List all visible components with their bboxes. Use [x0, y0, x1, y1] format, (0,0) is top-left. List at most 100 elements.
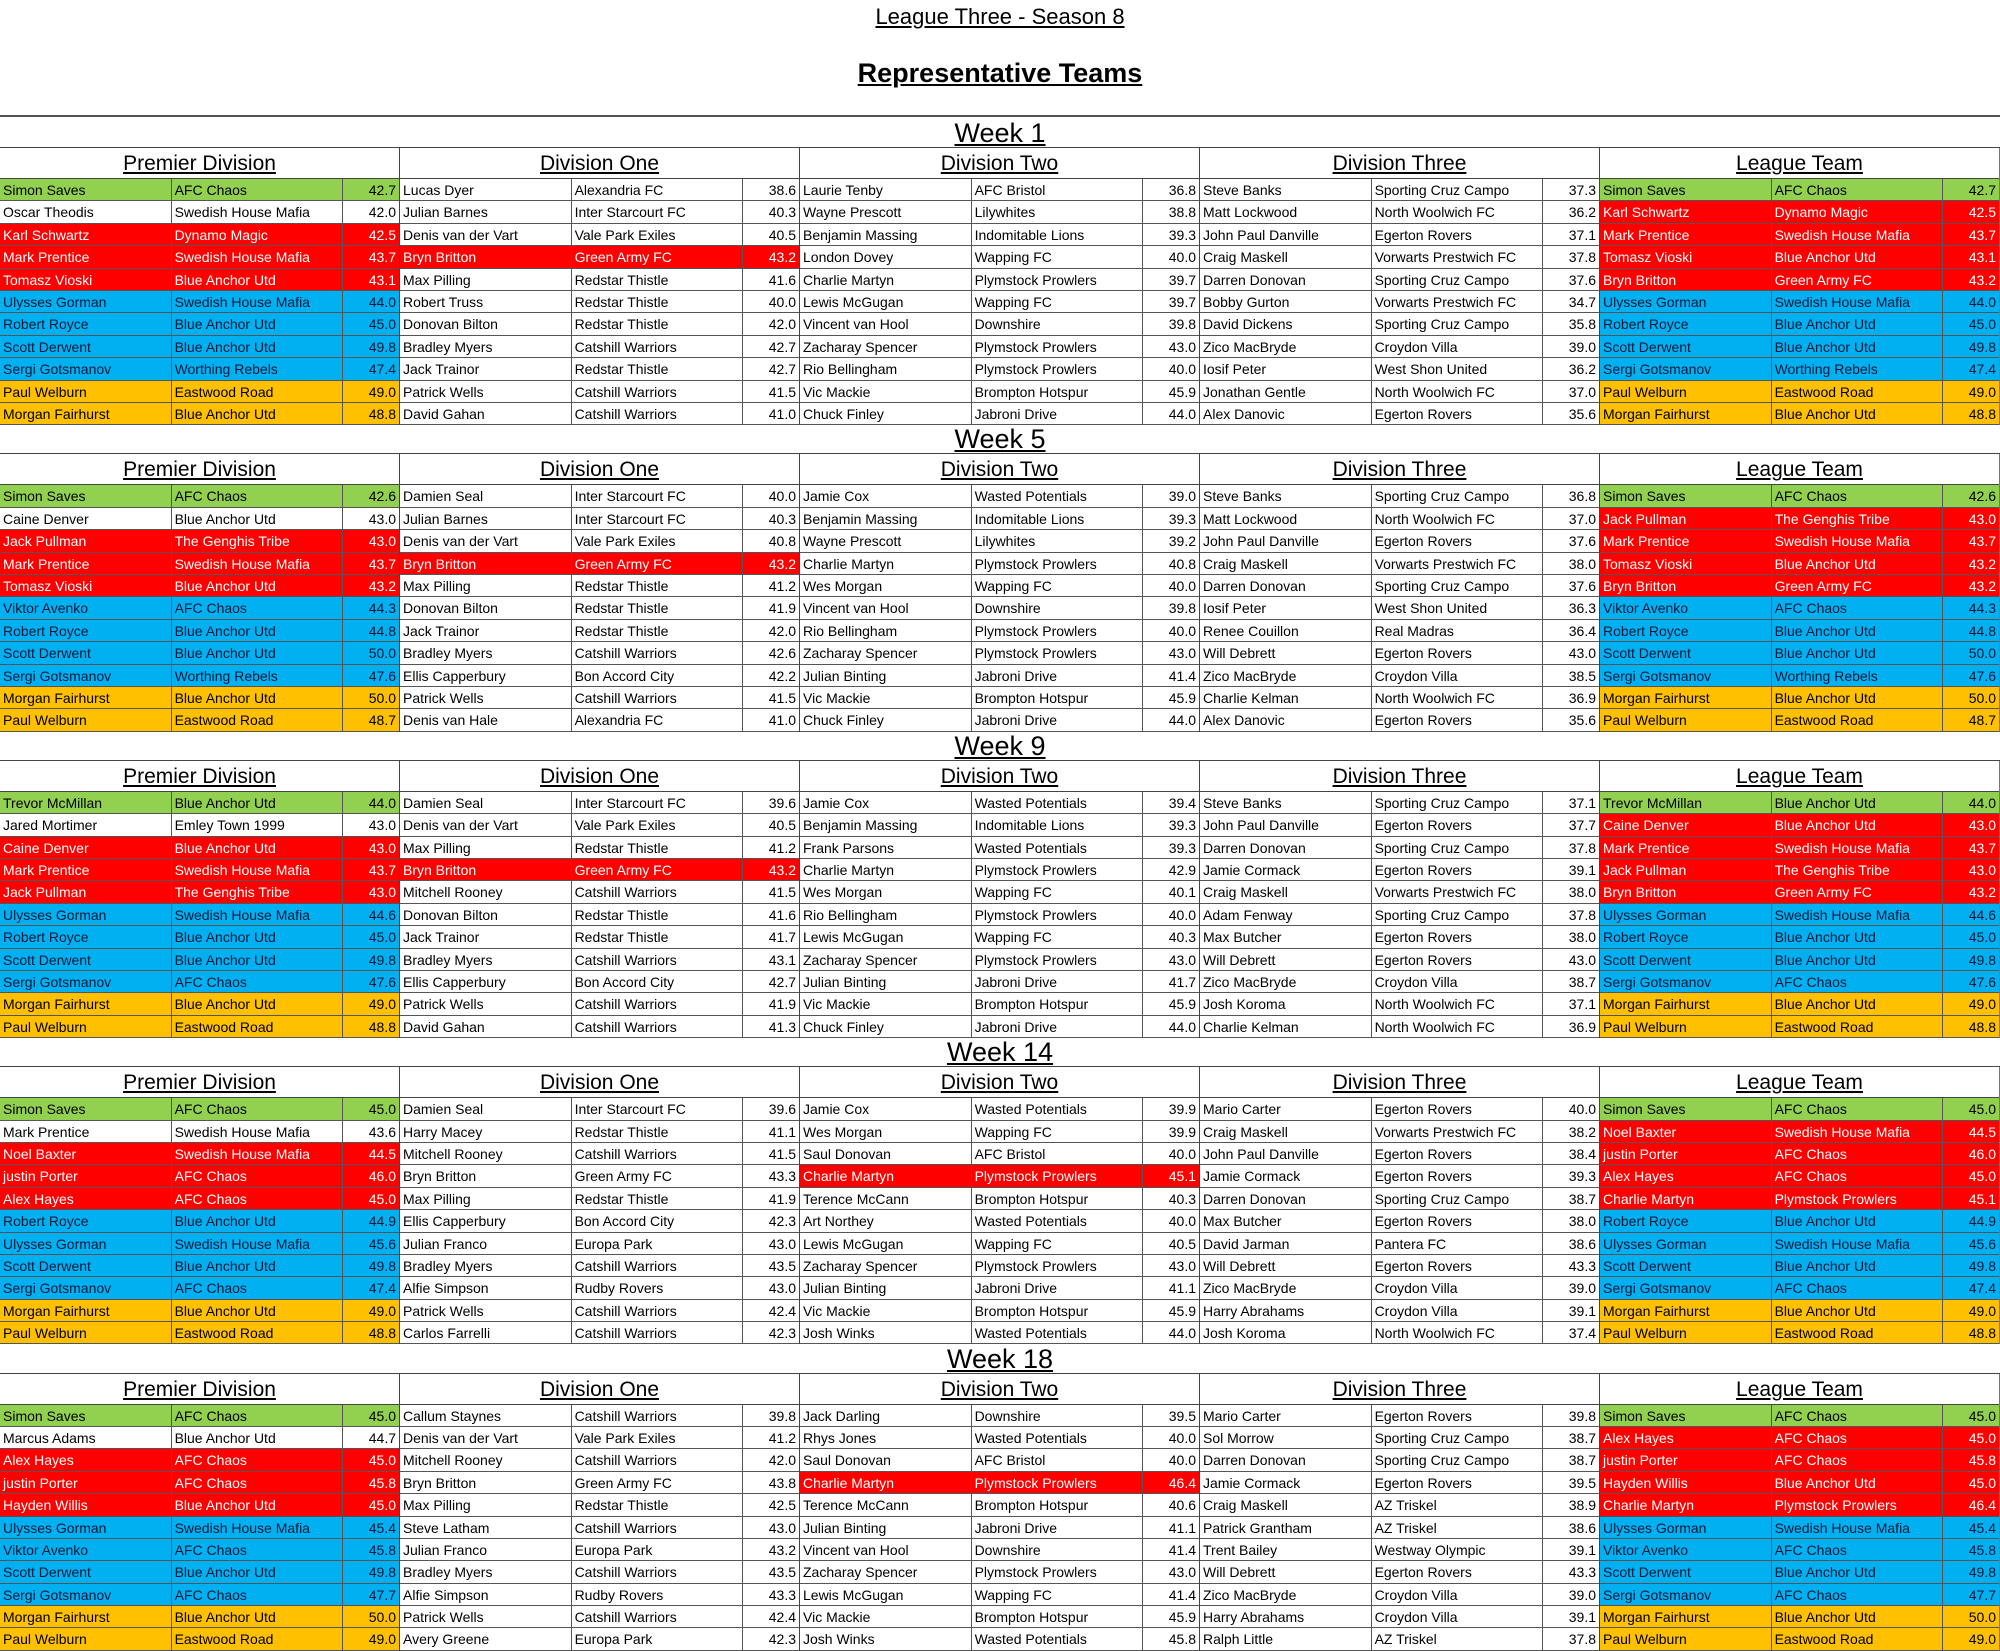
score-cell[interactable]: 43.7: [1968, 533, 1996, 550]
score-cell[interactable]: 39.5: [1168, 1407, 1196, 1424]
team-name-cell[interactable]: Swedish House Mafia: [172, 1516, 344, 1538]
player-name-cell[interactable]: Jack Trainor: [400, 926, 572, 948]
score-cell[interactable]: 43.2: [768, 1541, 796, 1558]
score-cell[interactable]: 48.8: [1968, 1325, 1996, 1342]
team-name-cell[interactable]: Bon Accord City: [572, 1210, 744, 1232]
team-name-cell[interactable]: Catshill Warriors: [572, 642, 744, 664]
team-name-cell[interactable]: Blue Anchor Utd: [172, 574, 344, 597]
score-cell[interactable]: 41.2: [768, 839, 796, 856]
team-name-cell[interactable]: Green Army FC: [572, 1165, 744, 1187]
team-name-cell[interactable]: Blue Anchor Utd: [1772, 814, 1944, 836]
team-name-cell[interactable]: Egerton Rovers: [1372, 1561, 1544, 1583]
team-name-cell[interactable]: Brompton Hotspur: [972, 686, 1144, 709]
player-name-cell[interactable]: Charlie Kelman: [1200, 686, 1372, 709]
player-name-cell[interactable]: Donovan Bilton: [400, 903, 572, 926]
team-name-cell[interactable]: Worthing Rebels: [172, 358, 344, 380]
score-cell[interactable]: 43.2: [768, 861, 796, 878]
team-name-cell[interactable]: Westway Olympic: [1372, 1538, 1544, 1561]
player-name-cell[interactable]: Sergi Gotsmanov: [1600, 1277, 1772, 1299]
team-name-cell[interactable]: Vale Park Exiles: [572, 530, 744, 552]
player-name-cell[interactable]: Josh Winks: [800, 1628, 972, 1650]
team-name-cell[interactable]: North Woolwich FC: [1372, 201, 1544, 223]
score-cell[interactable]: 41.1: [1168, 1519, 1196, 1536]
player-name-cell[interactable]: Damien Seal: [400, 1098, 572, 1120]
score-cell[interactable]: 42.3: [768, 1631, 796, 1648]
player-name-cell[interactable]: Craig Maskell: [1200, 552, 1372, 574]
player-name-cell[interactable]: Sergi Gotsmanov: [0, 1583, 172, 1606]
team-name-cell[interactable]: Egerton Rovers: [1372, 223, 1544, 246]
team-name-cell[interactable]: Egerton Rovers: [1372, 1404, 1544, 1426]
score-cell[interactable]: 43.1: [368, 271, 396, 288]
score-cell[interactable]: 41.4: [1168, 1541, 1196, 1558]
player-name-cell[interactable]: Jamie Cormack: [1200, 1165, 1372, 1187]
team-name-cell[interactable]: Eastwood Road: [1772, 1322, 1944, 1344]
team-name-cell[interactable]: Egerton Rovers: [1372, 926, 1544, 948]
player-name-cell[interactable]: Matt Lockwood: [1200, 507, 1372, 530]
player-name-cell[interactable]: Morgan Fairhurst: [1600, 402, 1772, 425]
score-cell[interactable]: 40.0: [1168, 1213, 1196, 1230]
player-name-cell[interactable]: Chuck Finley: [800, 402, 972, 425]
team-name-cell[interactable]: AFC Chaos: [172, 597, 344, 619]
score-cell[interactable]: 42.3: [768, 1325, 796, 1342]
player-name-cell[interactable]: Jack Trainor: [400, 358, 572, 380]
player-name-cell[interactable]: Steve Banks: [1200, 485, 1372, 507]
score-cell[interactable]: 45.0: [368, 929, 396, 946]
score-cell[interactable]: 43.0: [1168, 645, 1196, 662]
team-name-cell[interactable]: North Woolwich FC: [1372, 380, 1544, 402]
player-name-cell[interactable]: Rio Bellingham: [800, 619, 972, 642]
player-name-cell[interactable]: Tomasz Vioski: [1600, 552, 1772, 574]
team-name-cell[interactable]: Catshill Warriors: [572, 686, 744, 709]
player-name-cell[interactable]: Jack Trainor: [400, 619, 572, 642]
player-name-cell[interactable]: Tomasz Vioski: [0, 268, 172, 290]
team-name-cell[interactable]: Rudby Rovers: [572, 1583, 744, 1606]
score-cell[interactable]: 43.0: [1968, 861, 1996, 878]
player-name-cell[interactable]: Patrick Wells: [400, 993, 572, 1015]
player-name-cell[interactable]: Scott Derwent: [0, 1561, 172, 1583]
score-cell[interactable]: 41.9: [768, 600, 796, 617]
player-name-cell[interactable]: Viktor Avenko: [0, 1538, 172, 1561]
score-cell[interactable]: 35.6: [1568, 405, 1596, 422]
team-name-cell[interactable]: Blue Anchor Utd: [1772, 642, 1944, 664]
team-name-cell[interactable]: AZ Triskel: [1372, 1628, 1544, 1650]
score-cell[interactable]: 45.0: [1968, 1429, 1996, 1446]
score-cell[interactable]: 39.0: [1168, 488, 1196, 505]
score-cell[interactable]: 45.8: [1168, 1631, 1196, 1648]
score-cell[interactable]: 37.6: [1568, 533, 1596, 550]
player-name-cell[interactable]: Ulysses Gorman: [1600, 903, 1772, 926]
team-name-cell[interactable]: Jabroni Drive: [972, 970, 1144, 993]
player-name-cell[interactable]: Terence McCann: [800, 1187, 972, 1210]
player-name-cell[interactable]: Bryn Britton: [1600, 881, 1772, 903]
player-name-cell[interactable]: Benjamin Massing: [800, 507, 972, 530]
player-name-cell[interactable]: Josh Koroma: [1200, 1322, 1372, 1344]
player-name-cell[interactable]: Ulysses Gorman: [1600, 290, 1772, 313]
score-cell[interactable]: 45.9: [1168, 383, 1196, 400]
score-cell[interactable]: 42.6: [1968, 488, 1996, 505]
team-name-cell[interactable]: Sporting Cruz Campo: [1372, 179, 1544, 201]
player-name-cell[interactable]: Matt Lockwood: [1200, 201, 1372, 223]
score-cell[interactable]: 44.0: [1168, 405, 1196, 422]
team-name-cell[interactable]: AFC Chaos: [172, 970, 344, 993]
score-cell[interactable]: 40.5: [768, 226, 796, 243]
score-cell[interactable]: 41.5: [768, 383, 796, 400]
team-name-cell[interactable]: AFC Chaos: [1772, 1277, 1944, 1299]
score-cell[interactable]: 45.4: [368, 1519, 396, 1536]
score-cell[interactable]: 40.6: [1168, 1497, 1196, 1514]
team-name-cell[interactable]: Wasted Potentials: [972, 1322, 1144, 1344]
player-name-cell[interactable]: Ulysses Gorman: [1600, 1516, 1772, 1538]
player-name-cell[interactable]: Robert Truss: [400, 290, 572, 313]
score-cell[interactable]: 39.6: [768, 794, 796, 811]
player-name-cell[interactable]: Harry Macey: [400, 1120, 572, 1142]
team-name-cell[interactable]: Swedish House Mafia: [1772, 1120, 1944, 1142]
player-name-cell[interactable]: Alfie Simpson: [400, 1583, 572, 1606]
team-name-cell[interactable]: AFC Chaos: [1772, 1165, 1944, 1187]
player-name-cell[interactable]: Charlie Martyn: [1600, 1494, 1772, 1516]
score-cell[interactable]: 42.4: [768, 1302, 796, 1319]
player-name-cell[interactable]: Robert Royce: [1600, 1210, 1772, 1232]
score-cell[interactable]: 43.2: [1968, 577, 1996, 594]
player-name-cell[interactable]: Jamie Cox: [800, 485, 972, 507]
team-name-cell[interactable]: Sporting Cruz Campo: [1372, 313, 1544, 335]
team-name-cell[interactable]: Catshill Warriors: [572, 1561, 744, 1583]
player-name-cell[interactable]: Mark Prentice: [1600, 836, 1772, 858]
score-cell[interactable]: 39.9: [1168, 1123, 1196, 1140]
player-name-cell[interactable]: Patrick Wells: [400, 1299, 572, 1322]
